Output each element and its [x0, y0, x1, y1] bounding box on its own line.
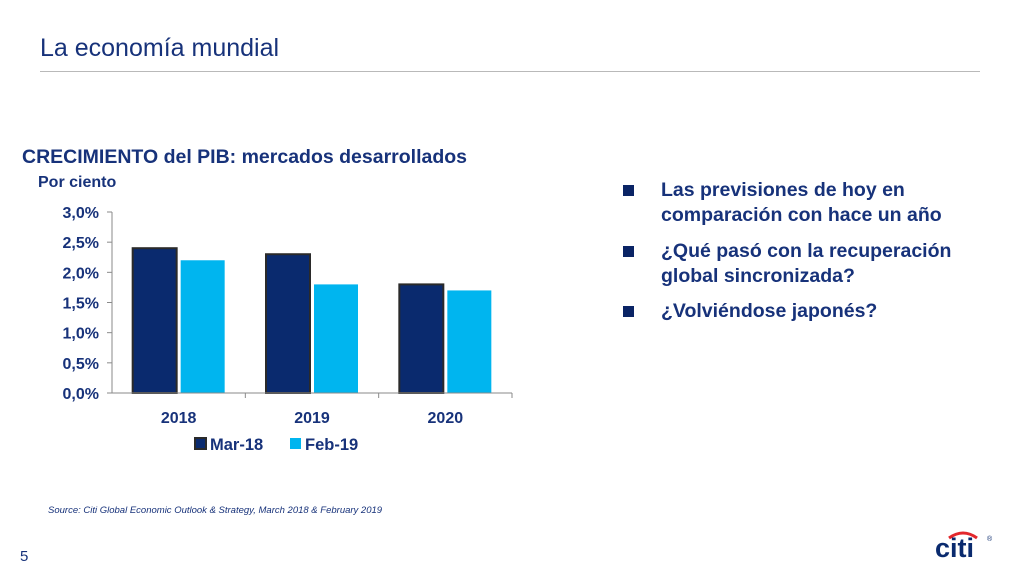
square-bullet-icon — [623, 306, 634, 318]
square-bullet-icon — [623, 245, 634, 257]
legend-label: Feb-19 — [305, 436, 358, 454]
title-divider — [40, 71, 980, 72]
x-tick-label: 2018 — [161, 410, 197, 427]
legend-swatch — [194, 437, 207, 450]
logo-registered-mark: ® — [987, 535, 993, 543]
y-tick-label: 0,5% — [63, 356, 99, 373]
bar-feb-19 — [314, 284, 358, 393]
logo-text: citi — [935, 533, 974, 561]
logo-arc-icon — [948, 531, 978, 540]
bullet-text: ¿Qué pasó con la recuperación global sin… — [661, 239, 952, 288]
citi-logo: citi ® — [935, 531, 993, 561]
bullet-item: Las previsiones de hoy en comparación co… — [620, 178, 960, 229]
slide-title: La economía mundial — [40, 34, 280, 62]
y-tick-label: 0,0% — [63, 386, 99, 403]
bullet-item: ¿Qué pasó con la recuperación global sin… — [620, 239, 960, 290]
y-tick-label: 2,5% — [63, 235, 99, 252]
bullet-item: ¿Volviéndose japonés? — [620, 299, 960, 324]
bullet-text: ¿Volviéndose japonés? — [661, 300, 878, 323]
bar-feb-19 — [447, 290, 492, 393]
bullet-list: Las previsiones de hoy en comparación co… — [620, 178, 960, 335]
bar-chart: 0,0% 0,5% 1,0% 1,5% 2,0% 2,5% 3,0% 2018 2019 2020… — [63, 205, 513, 454]
legend-swatch — [290, 438, 301, 449]
source-note: Source: Citi Global Economic Outlook & S… — [48, 505, 383, 516]
page-number: 5 — [20, 548, 29, 565]
square-bullet-icon — [623, 185, 634, 196]
bar-feb-19 — [180, 260, 225, 393]
x-tick-label: 2020 — [428, 410, 464, 427]
y-tick-label: 1,0% — [63, 326, 99, 343]
legend-label: Mar-18 — [210, 436, 263, 454]
bullet-text: Las previsiones de hoy en comparación co… — [661, 179, 942, 227]
bar-mar-18 — [265, 253, 311, 394]
bar-mar-18 — [131, 247, 178, 394]
chart-title: CRECIMIENTO del PIB: mercados desarrolla… — [22, 146, 468, 168]
y-tick-label: 2,0% — [63, 265, 99, 282]
chart-subtitle: Por ciento — [38, 174, 117, 191]
bar-mar-18 — [398, 283, 445, 394]
x-tick-label: 2019 — [294, 410, 330, 427]
y-tick-label: 3,0% — [63, 205, 99, 222]
y-tick-label: 1,5% — [63, 296, 99, 313]
